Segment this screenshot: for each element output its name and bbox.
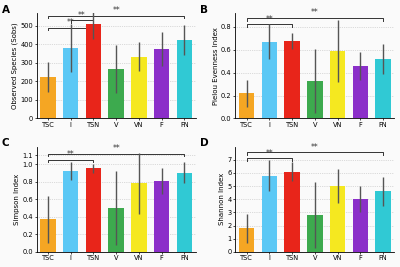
Bar (375, 191, 391, 252)
Text: **: ** (67, 150, 74, 159)
Y-axis label: Pielou Evenness Index: Pielou Evenness Index (213, 27, 219, 105)
Text: A: A (2, 5, 10, 15)
Bar (86, 24, 101, 119)
Bar (239, 228, 254, 252)
Bar (375, 59, 391, 119)
Text: **: ** (266, 15, 273, 24)
Bar (63, 171, 78, 252)
Y-axis label: Observed Species (Sobs): Observed Species (Sobs) (12, 22, 18, 109)
Bar (352, 199, 368, 252)
Bar (40, 219, 56, 252)
Text: **: ** (311, 143, 319, 152)
Bar (307, 81, 322, 119)
Text: **: ** (78, 11, 86, 19)
Bar (86, 168, 101, 252)
Text: **: ** (266, 148, 273, 158)
Y-axis label: Simpson Index: Simpson Index (14, 174, 20, 225)
Bar (352, 66, 368, 119)
Text: **: ** (67, 18, 74, 27)
Bar (131, 57, 147, 119)
Bar (239, 93, 254, 119)
Bar (177, 173, 192, 252)
Bar (108, 69, 124, 119)
Bar (307, 215, 322, 252)
Bar (284, 41, 300, 119)
Bar (63, 48, 78, 119)
Text: B: B (200, 5, 208, 15)
Y-axis label: Shannon Index: Shannon Index (219, 173, 225, 225)
Bar (154, 49, 170, 119)
Text: **: ** (311, 8, 319, 17)
Text: **: ** (112, 144, 120, 153)
Bar (330, 186, 345, 252)
Bar (131, 183, 147, 252)
Bar (108, 208, 124, 252)
Bar (330, 51, 345, 119)
Bar (177, 40, 192, 119)
Text: C: C (2, 138, 9, 148)
Bar (40, 77, 56, 119)
Text: **: ** (112, 6, 120, 15)
Bar (284, 172, 300, 252)
Bar (154, 181, 170, 252)
Bar (262, 175, 277, 252)
Text: D: D (200, 138, 209, 148)
Bar (262, 42, 277, 119)
